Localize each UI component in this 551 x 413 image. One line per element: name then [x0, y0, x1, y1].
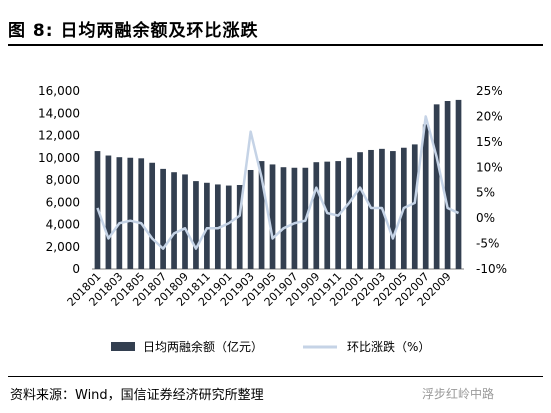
y-right-tick-label: -10% — [476, 262, 507, 276]
bar-201901 — [225, 185, 232, 269]
title-bar: 图 8: 日均两融余额及环比涨跌 — [8, 12, 543, 46]
bar-201811 — [204, 182, 210, 269]
source-note: 资料来源：Wind，国信证券经济研究所整理 — [10, 388, 264, 403]
bar-201806 — [149, 162, 156, 269]
bar-201902 — [236, 185, 243, 269]
y-left-tick-label: 10,000 — [38, 151, 80, 165]
bar-202008 — [433, 104, 440, 269]
bar-201903 — [247, 169, 254, 269]
bar-202007 — [422, 124, 429, 270]
line-series-mom-change — [96, 115, 460, 250]
bar-202002 — [368, 149, 374, 269]
y-right-tick-label: 15% — [476, 135, 503, 149]
y-left-tick-label: 0 — [72, 262, 80, 276]
y-right-tick-label: -5% — [476, 237, 499, 251]
y-right-tick-label: 0% — [476, 211, 495, 225]
bar-201910 — [324, 161, 331, 269]
y-left-tick-label: 12,000 — [38, 129, 80, 143]
title-divider — [8, 44, 543, 46]
y-right-tick-label: 5% — [476, 186, 495, 200]
legend-bar-swatch — [111, 342, 135, 351]
bar-201804 — [127, 157, 134, 269]
source-divider — [8, 376, 543, 377]
bar-202004 — [390, 151, 396, 269]
bar-201810 — [193, 181, 199, 269]
bar-202009 — [444, 101, 451, 269]
bar-201909 — [313, 162, 320, 269]
bar-201808 — [171, 172, 177, 269]
bar-201809 — [182, 174, 188, 269]
y-left-tick-label: 16,000 — [38, 84, 80, 98]
bar-201805 — [138, 158, 145, 269]
bar-201907 — [291, 167, 298, 269]
bar-202010 — [455, 99, 462, 270]
y-left-tick-label: 4,000 — [46, 218, 80, 232]
bar-202006 — [411, 144, 418, 269]
bar-201807 — [160, 168, 166, 270]
bar-201803 — [116, 157, 123, 269]
y-left-tick-label: 6,000 — [46, 195, 80, 209]
y-left-tick-label: 8,000 — [46, 173, 80, 187]
bar-201905 — [269, 164, 276, 269]
bar-201802 — [105, 155, 112, 269]
chart-title: 图 8: 日均两融余额及环比涨跌 — [8, 21, 259, 41]
bar-201904 — [258, 161, 265, 269]
y-left-tick-label: 2,000 — [46, 240, 80, 254]
bar-201912 — [346, 157, 352, 269]
legend-line-label: 环比涨跌（%） — [347, 339, 430, 354]
y-left-tick-label: 14,000 — [38, 106, 80, 120]
bar-201812 — [214, 184, 221, 269]
bar-201906 — [280, 167, 287, 269]
y-right-tick-label: 10% — [476, 160, 503, 174]
legend-bar-label: 日均两融余额（亿元） — [143, 339, 263, 354]
y-right-tick-label: 25% — [476, 84, 503, 98]
bar-202001 — [357, 152, 363, 269]
watermark-text: 浮步红岭中路 — [422, 387, 495, 401]
y-right-tick-label: 20% — [476, 109, 503, 123]
